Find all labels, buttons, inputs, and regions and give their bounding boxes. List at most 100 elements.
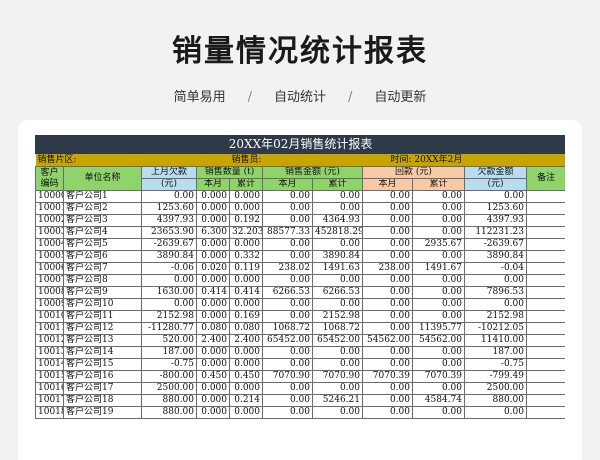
table-row: 10010客户公司112152.980.0000.1690.002152.980… <box>35 310 565 323</box>
table-cell: 0.450 <box>229 370 263 383</box>
header-amount-this-month: 本月 <box>262 178 313 191</box>
sales-table: 20XX年02月销售统计报表 销售片区: 销售员: 时间: 20XX年2月 客户… <box>35 135 565 419</box>
table-cell: -0.75 <box>464 358 527 371</box>
table-body: 10000客户公司10.000.0000.0000.000.000.000.00… <box>35 190 565 419</box>
table-cell: 0.00 <box>464 190 527 203</box>
table-cell: 10000 <box>35 190 64 203</box>
table-row: 10016客户公司172500.000.0000.0000.000.000.00… <box>35 382 565 395</box>
table-cell: 0.00 <box>362 190 413 203</box>
table-cell: 2.400 <box>196 334 230 347</box>
table-cell: 0.00 <box>312 382 363 395</box>
table-cell: 32.203 <box>229 226 263 239</box>
table-cell: 0.00 <box>141 190 197 203</box>
table-cell: 1253.60 <box>141 202 197 215</box>
table-cell: 10005 <box>35 250 64 263</box>
table-cell: 0.169 <box>229 310 263 323</box>
table-row: 10003客户公司423653.906.30032.20388577.33452… <box>35 226 565 239</box>
table-cell: 10001 <box>35 202 64 215</box>
table-cell: 0.00 <box>262 358 313 371</box>
table-cell <box>525 334 565 347</box>
table-cell: 0.00 <box>312 298 363 311</box>
table-cell: 0.00 <box>362 310 413 323</box>
table-cell: -0.75 <box>141 358 197 371</box>
table-cell: 10017 <box>35 394 64 407</box>
header-qty-cumulative: 累计 <box>229 178 263 191</box>
table-cell: 1068.72 <box>312 322 363 335</box>
table-row: 10009客户公司100.000.0000.0000.000.000.000.0… <box>35 298 565 311</box>
table-cell: 54562.00 <box>412 334 465 347</box>
table-cell: 54562.00 <box>362 334 413 347</box>
table-cell <box>525 250 565 263</box>
table-cell: 0.00 <box>412 226 465 239</box>
table-cell: 客户公司11 <box>63 310 142 323</box>
table-cell: 10011 <box>35 322 64 335</box>
table-cell <box>525 274 565 287</box>
table-row: 10018客户公司19880.000.0000.0000.000.000.000… <box>35 406 565 419</box>
table-cell <box>525 214 565 227</box>
page-title: 销量情况统计报表 <box>172 34 428 69</box>
table-cell: 0.000 <box>229 346 263 359</box>
table-cell: 0.00 <box>362 382 413 395</box>
table-cell: -800.00 <box>141 370 197 383</box>
table-cell: 客户公司12 <box>63 322 142 335</box>
table-cell: 0.00 <box>312 190 363 203</box>
table-cell: 880.00 <box>141 406 197 419</box>
table-cell: 0.000 <box>229 382 263 395</box>
table-row: 10013客户公司14187.000.0000.0000.000.000.000… <box>35 346 565 359</box>
header-payment: 回款 (元) <box>362 166 465 179</box>
table-cell: 客户公司18 <box>63 394 142 407</box>
table-cell: 客户公司2 <box>63 202 142 215</box>
table-cell: 7070.90 <box>312 370 363 383</box>
table-cell: 0.000 <box>196 382 230 395</box>
table-cell: 10013 <box>35 346 64 359</box>
table-cell: 3890.84 <box>464 250 527 263</box>
table-cell: 0.000 <box>196 274 230 287</box>
table-cell <box>525 406 565 419</box>
table-cell: 520.00 <box>141 334 197 347</box>
table-cell: 0.00 <box>362 322 413 335</box>
table-cell: 客户公司14 <box>63 346 142 359</box>
table-cell: 0.00 <box>262 214 313 227</box>
table-cell: 0.00 <box>362 394 413 407</box>
table-cell: 2152.98 <box>312 310 363 323</box>
table-row: 10015客户公司16-800.000.4500.4507070.907070.… <box>35 370 565 383</box>
table-cell: 0.000 <box>196 406 230 419</box>
table-row: 10008客户公司91630.000.4140.4146266.536266.5… <box>35 286 565 299</box>
salesperson-label: 销售员: <box>229 153 363 167</box>
table-cell: 0.000 <box>196 190 230 203</box>
table-cell: 0.00 <box>262 202 313 215</box>
table-cell: 5246.21 <box>312 394 363 407</box>
table-cell: 10008 <box>35 286 64 299</box>
table-cell <box>525 322 565 335</box>
table-cell: 客户公司4 <box>63 226 142 239</box>
table-cell: 0.00 <box>362 250 413 263</box>
table-cell: 7896.53 <box>464 286 527 299</box>
table-row: 10005客户公司63890.840.0000.3320.003890.840.… <box>35 250 565 263</box>
table-row: 10017客户公司18880.000.0000.2140.005246.210.… <box>35 394 565 407</box>
table-cell: 客户公司3 <box>63 214 142 227</box>
table-cell: 0.00 <box>312 274 363 287</box>
header-amount-cumulative: 累计 <box>312 178 363 191</box>
table-cell: 880.00 <box>141 394 197 407</box>
table-cell: 187.00 <box>464 346 527 359</box>
table-cell: 10002 <box>35 214 64 227</box>
table-cell: -2639.67 <box>141 238 197 251</box>
table-cell: 0.00 <box>262 382 313 395</box>
table-cell: 0.000 <box>196 310 230 323</box>
table-cell: 0.00 <box>362 286 413 299</box>
table-cell: 0.192 <box>229 214 263 227</box>
table-cell: 112231.23 <box>464 226 527 239</box>
feature-2: 自动统计 <box>273 90 326 105</box>
table-cell: 0.00 <box>262 190 313 203</box>
table-cell <box>525 190 565 203</box>
header-qty-this-month: 本月 <box>196 178 230 191</box>
table-cell: 0.00 <box>464 406 527 419</box>
table-cell: 238.00 <box>362 262 413 275</box>
table-cell: 10006 <box>35 262 64 275</box>
table-cell: 4584.74 <box>412 394 465 407</box>
table-cell: 0.000 <box>196 202 230 215</box>
table-cell: 0.00 <box>312 346 363 359</box>
table-cell: 7070.39 <box>412 370 465 383</box>
table-cell <box>525 310 565 323</box>
table-cell: 238.02 <box>262 262 313 275</box>
